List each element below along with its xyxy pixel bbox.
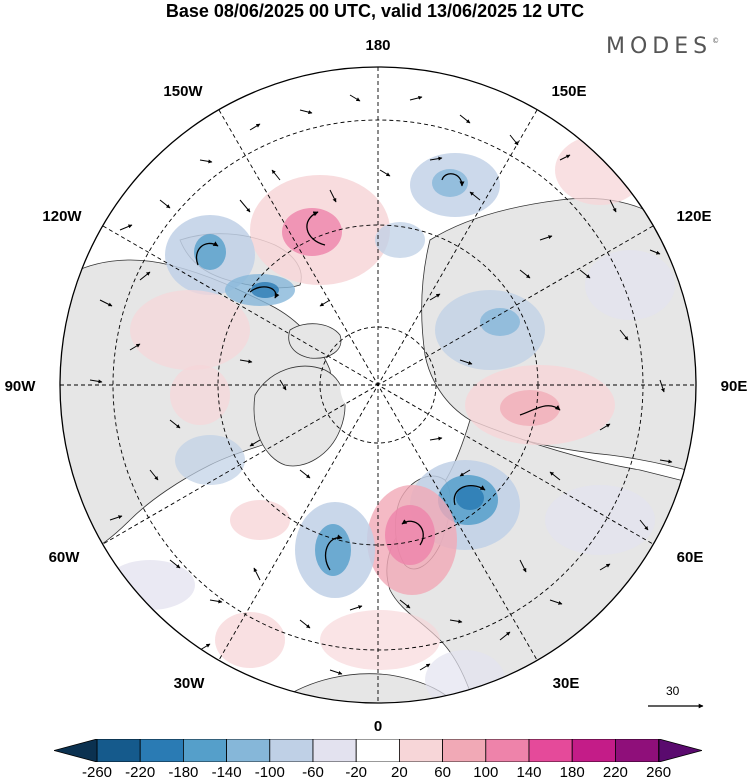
colorbar-cell xyxy=(485,739,530,762)
colorbar-cell xyxy=(528,739,573,762)
map-disc xyxy=(60,67,696,703)
label-lon-120e: 120E xyxy=(676,208,711,225)
land-arctic-islands xyxy=(288,323,342,359)
label-lon-120w: 120W xyxy=(42,208,82,225)
map-boundary xyxy=(59,66,697,704)
colorbar-tick-label: -260 xyxy=(81,764,113,781)
graticule xyxy=(60,67,696,703)
colorbar-tick-label: 180 xyxy=(559,764,585,781)
label-lon-150w: 150W xyxy=(163,83,203,100)
logo-mark: © xyxy=(712,37,720,45)
colorbar-tick-label: -100 xyxy=(254,764,285,781)
colorbar-cell xyxy=(615,739,660,762)
colorbar-tick-label: 260 xyxy=(646,764,672,781)
colorbar-cell xyxy=(398,739,443,762)
label-lon-0: 0 xyxy=(374,718,382,735)
label-lon-30w: 30W xyxy=(174,675,206,692)
colorbar-tick-label: -60 xyxy=(302,764,324,781)
wind-reference-label: 30 xyxy=(666,684,680,698)
land-greenland xyxy=(253,365,346,467)
label-lon-150e: 150E xyxy=(551,83,586,100)
colorbar-cell xyxy=(96,739,141,762)
colorbar-tick-label: -180 xyxy=(168,764,199,781)
page-title: Base 08/06/2025 00 UTC, valid 13/06/2025… xyxy=(165,1,585,21)
land-africa xyxy=(259,673,471,703)
colorbar-tick-label: -220 xyxy=(125,764,156,781)
colorbar-cell xyxy=(182,739,227,762)
colorbar-cell xyxy=(355,739,400,762)
longitude-labels: 180 150W 150E 120W 120E 90W 90E 60W 60E … xyxy=(5,37,748,735)
colorbar-tick-label: 20 xyxy=(391,764,408,781)
colorbar-tick-label: 220 xyxy=(602,764,628,781)
colorbar-tick-label: 140 xyxy=(516,764,542,781)
colorbar-cell xyxy=(442,739,487,762)
polar-map: 180 150W 150E 120W 120E 90W 90E 60W 60E … xyxy=(5,37,748,735)
colorbar-tick-label: -140 xyxy=(211,764,242,781)
colorbar-cell xyxy=(226,739,271,762)
colorbar-tick-label: 60 xyxy=(434,764,451,781)
label-lon-90w: 90W xyxy=(5,378,37,395)
colorbar-labels: -260 -220 -180 -140 -100 -60 -20 20 60 100 140 180 2… xyxy=(0,764,750,782)
anomaly-layer xyxy=(105,135,675,703)
colorbar xyxy=(54,739,702,762)
label-lon-60e: 60E xyxy=(677,549,704,566)
label-lon-90e: 90E xyxy=(721,378,748,395)
colorbar-max-triangle xyxy=(658,739,702,762)
logo-text: MODES xyxy=(606,34,713,59)
modes-logo: MODES© xyxy=(606,34,719,59)
colorbar-cell xyxy=(312,739,357,762)
circulation-swirls xyxy=(195,173,561,571)
label-lon-60w: 60W xyxy=(49,549,81,566)
colorbar-cell xyxy=(269,739,314,762)
label-lon-30e: 30E xyxy=(553,675,580,692)
colorbar-cell xyxy=(139,739,184,762)
colorbar-min-triangle xyxy=(54,739,98,762)
colorbar-cell xyxy=(571,739,616,762)
label-lon-180: 180 xyxy=(365,37,390,54)
colorbar-tick-label: -20 xyxy=(345,764,368,781)
colorbar-tick-label: 100 xyxy=(473,764,499,781)
